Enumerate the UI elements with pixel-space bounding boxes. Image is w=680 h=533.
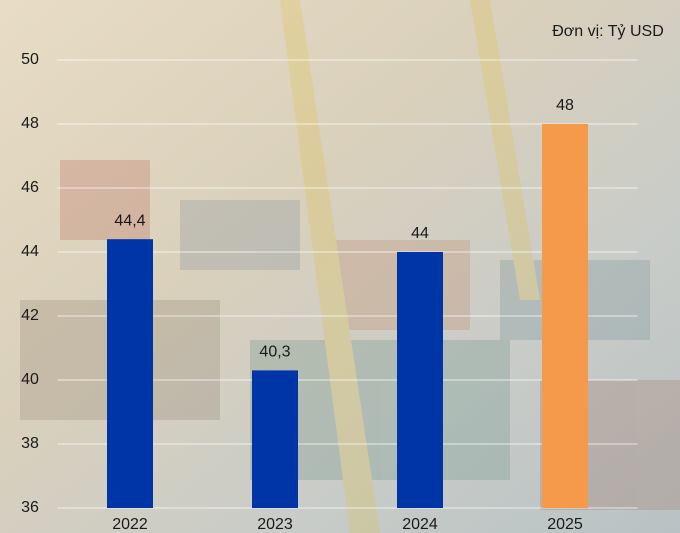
bar	[542, 124, 588, 508]
x-tick-label: 2025	[547, 516, 583, 533]
value-label: 40,3	[259, 344, 290, 361]
value-label: 44,4	[114, 212, 145, 229]
bar	[252, 370, 298, 508]
y-tick-label: 44	[21, 243, 39, 260]
value-label: 44	[411, 225, 429, 242]
x-tick-label: 2022	[112, 516, 148, 533]
x-tick-label: 2023	[257, 516, 293, 533]
bar	[397, 252, 443, 508]
y-tick-label: 50	[21, 51, 39, 68]
bar	[107, 239, 153, 508]
y-tick-label: 46	[21, 179, 39, 196]
unit-label: Đơn vị: Tỷ USD	[552, 23, 664, 40]
y-tick-label: 48	[21, 115, 39, 132]
y-tick-label: 42	[21, 307, 39, 324]
y-tick-label: 38	[21, 435, 39, 452]
value-label: 48	[556, 97, 574, 114]
y-tick-label: 36	[21, 499, 39, 516]
y-tick-label: 40	[21, 371, 39, 388]
x-tick-label: 2024	[402, 516, 438, 533]
